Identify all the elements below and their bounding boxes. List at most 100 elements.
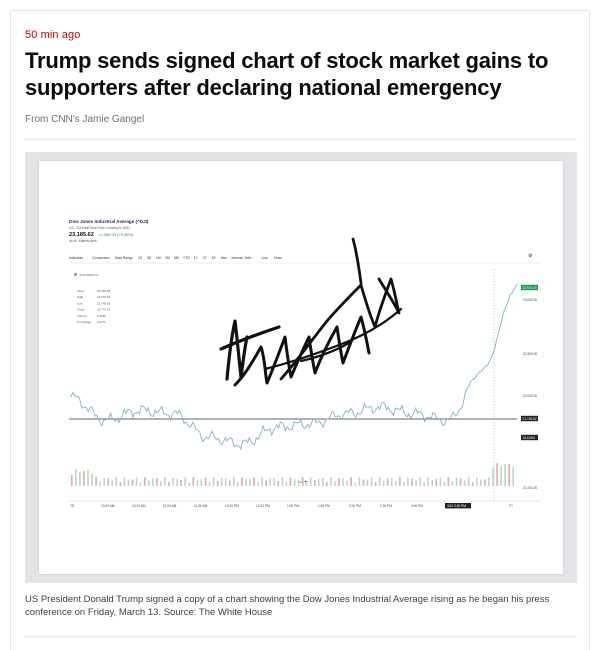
volume-bar [164, 477, 166, 486]
volume-bar [75, 469, 77, 486]
toolbar-item[interactable]: 3M [165, 256, 170, 260]
stat-label: Volume [77, 314, 87, 318]
volume-bar [407, 477, 409, 486]
time-tag-label: 3/13 3:30 PM [447, 504, 466, 508]
toolbar-item[interactable]: Draw [274, 256, 282, 260]
toolbar-item[interactable]: 1D [138, 256, 143, 260]
volume-bar [370, 477, 373, 486]
volume-bar [431, 479, 433, 486]
volume-bar [293, 478, 296, 486]
price-axis-labels: 23,970.00 23,000.00 22,500.00 22,000.00 21,7… [521, 284, 538, 490]
time-axis-label: TR [70, 504, 75, 508]
volume-bar [484, 479, 486, 486]
volume-bar [512, 467, 514, 486]
volume-bar [180, 479, 182, 486]
volume-bar [79, 471, 81, 486]
toolbar-item[interactable]: 1Y [194, 256, 199, 260]
volume-bar [318, 478, 320, 486]
volume-bar [192, 477, 195, 486]
volume-bars [71, 463, 514, 486]
volume-bar [326, 481, 328, 486]
byline: From CNN's Jamie Gangel [25, 114, 145, 125]
stat-value: 21,954.86 [97, 289, 111, 293]
volume-bar [139, 482, 142, 486]
volume-bar [220, 478, 223, 486]
time-axis-label: 12:00 PM [225, 504, 239, 508]
stat-value: 23,747.52 [97, 308, 111, 312]
dow-jones-chart: Dow Jones Industrial Average (^DJI) DJI … [69, 219, 541, 509]
volume-bar [281, 477, 284, 486]
stat-value: 21,745.92 [97, 301, 111, 305]
price-axis-label: 22,000.00 [523, 394, 537, 398]
volume-bar [334, 481, 336, 486]
volume-bar [496, 463, 498, 486]
volume-bar [346, 480, 348, 486]
volume-bar [330, 477, 332, 486]
price-tag-label: 23,970.00 [523, 286, 537, 290]
toolbar-item[interactable]: Interval: 1Min [232, 256, 252, 260]
article-photo[interactable]: Dow Jones Industrial Average (^DJI) DJI … [25, 152, 577, 583]
price-tag [521, 284, 538, 291]
time-axis-label: 10:00 AM [101, 504, 115, 508]
toolbar-item[interactable]: Comparison [92, 256, 110, 260]
volume-bar [224, 478, 227, 486]
volume-bar [451, 481, 454, 486]
time-axis-labels: TR 10:00 AM 10:30 AM 11:00 AM 11:30 AM 12:00 … [70, 503, 514, 509]
volume-bar [188, 483, 190, 486]
volume-bar [395, 481, 397, 486]
volume-bar [103, 478, 105, 486]
settings-icon: ⚙ [528, 253, 533, 259]
volume-bar [257, 482, 259, 486]
volume-bar [204, 477, 207, 486]
toolbar-item[interactable]: Line [262, 256, 268, 260]
toolbar-item[interactable]: Indicators [69, 256, 84, 260]
volume-bar [253, 477, 255, 486]
chart-toolbar: Indicators Comparison Date Range 1D 5D 1M 3M 6M… [69, 256, 282, 260]
volume-bar [301, 477, 304, 486]
time-axis-label: 2:30 PM [380, 504, 392, 508]
price-axis-label: 23,000.00 [523, 298, 537, 302]
toolbar-item[interactable]: 5D [147, 256, 152, 260]
volume-bar [95, 477, 97, 486]
volume-bar [427, 477, 429, 486]
signed-chart-printout: Dow Jones Industrial Average (^DJI) DJI … [39, 161, 563, 574]
toolbar-item[interactable]: 1M [156, 256, 161, 260]
stat-value: 0.00M [97, 314, 106, 318]
signature-image [219, 237, 403, 387]
volume-bar [439, 477, 442, 486]
volume-bar [374, 482, 377, 486]
time-axis-label: 11:00 AM [163, 504, 177, 508]
zoom-controls: − + [299, 480, 308, 486]
stat-label: Open [77, 289, 85, 293]
toolbar-item[interactable]: YTD [183, 256, 190, 260]
stat-label: Close [77, 308, 85, 312]
volume-bar [297, 479, 300, 486]
volume-bar [314, 479, 316, 486]
stat-value: 23,976.60 [97, 295, 111, 299]
stat-value: 2.87% [97, 320, 106, 324]
time-axis-label: 11:30 AM [194, 504, 208, 508]
toolbar-item[interactable]: Date Range [115, 256, 133, 260]
volume-bar [249, 479, 251, 486]
article-headline[interactable]: Trump sends signed chart of stock market… [25, 48, 549, 100]
series-legend: ^DJI 23924.76 [79, 273, 99, 277]
toolbar-item[interactable]: 5Y [212, 256, 217, 260]
chart-title: Dow Jones Industrial Average (^DJI) [69, 219, 149, 224]
volume-bar [350, 477, 352, 486]
volume-bar [265, 480, 267, 486]
toolbar-item[interactable]: 6M [174, 256, 179, 260]
volume-bar [277, 481, 280, 486]
volume-bar [443, 481, 446, 486]
volume-bar [196, 479, 199, 486]
chart-change: +1,985.00 (+9.36%) [98, 232, 134, 237]
volume-bar [83, 470, 85, 486]
quote-stats: Open 21,954.86 High 23,976.60 Low 21,745.92 Cl… [77, 289, 111, 324]
volume-bar [447, 477, 450, 486]
volume-bar [176, 478, 178, 486]
chart-as-of: As of : Market open. [69, 239, 98, 243]
volume-bar [366, 479, 369, 486]
volume-bar [212, 477, 215, 486]
toolbar-item[interactable]: Max [221, 256, 228, 260]
volume-bar [119, 482, 122, 486]
toolbar-item[interactable]: 2Y [203, 256, 208, 260]
